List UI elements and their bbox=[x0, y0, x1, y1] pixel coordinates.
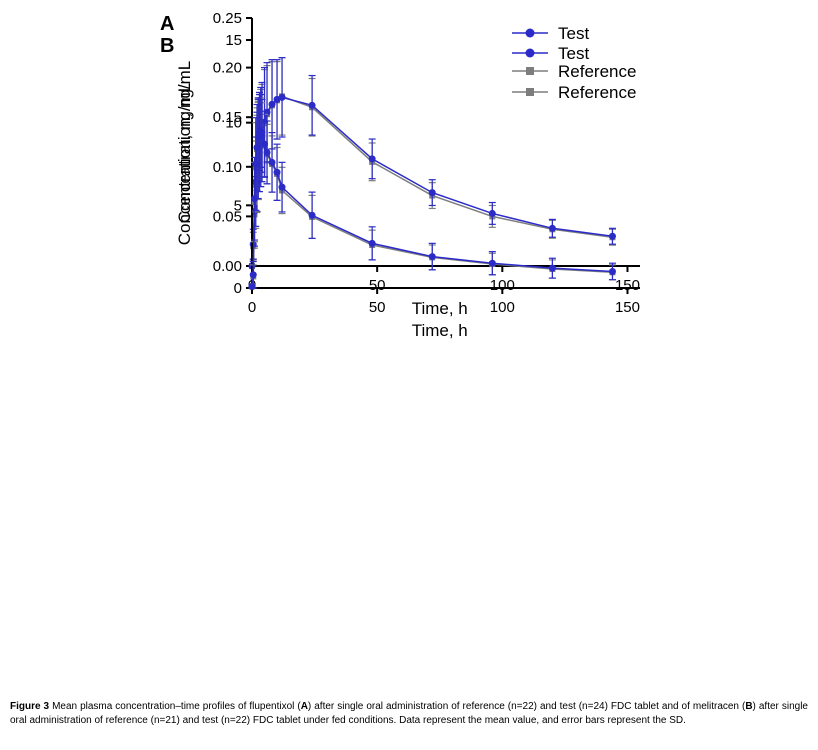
caption-bold-segment: Figure 3 bbox=[10, 701, 50, 712]
legend-item-test: Test bbox=[512, 24, 589, 43]
data-point-circle bbox=[308, 101, 316, 109]
x-tick-label: 150 bbox=[615, 277, 640, 294]
chart-panel-b: B 0 50 100 150 0 5 10 15 Time, h Concentration, ng… bbox=[160, 32, 640, 340]
legend-label: Reference bbox=[558, 62, 636, 81]
data-point-circle bbox=[278, 183, 286, 191]
y-tick-label: 15 bbox=[225, 32, 242, 49]
legend-label: Test bbox=[558, 44, 589, 63]
x-tick-label: 50 bbox=[369, 299, 386, 316]
y-tick-label: 0.05 bbox=[213, 208, 242, 225]
caption-bold-segment: A bbox=[300, 701, 308, 712]
data-point-circle bbox=[248, 282, 256, 290]
x-tick-label: 0 bbox=[248, 299, 256, 316]
legend-item-reference: Reference bbox=[512, 83, 636, 102]
y-axis-title: Concentration, ng/mL bbox=[175, 83, 194, 246]
data-point-circle bbox=[258, 132, 266, 140]
caption-bold-segment: B bbox=[745, 701, 753, 712]
y-tick-label: 0.00 bbox=[213, 258, 242, 275]
data-point-circle bbox=[278, 93, 286, 101]
x-axis-title: Time, h bbox=[412, 321, 468, 340]
data-point-circle bbox=[268, 100, 276, 108]
data-point-circle bbox=[308, 211, 316, 219]
y-axis-title: Concentration, ng/mL bbox=[175, 61, 194, 224]
legend-item-test: Test bbox=[512, 44, 589, 63]
data-point-circle bbox=[608, 232, 616, 240]
caption-text-segment: Mean plasma concentration–time profiles … bbox=[49, 701, 301, 712]
data-point-circle bbox=[268, 158, 276, 166]
data-point-circle bbox=[252, 160, 260, 168]
data-point-circle bbox=[368, 239, 376, 247]
axes bbox=[251, 40, 640, 289]
data-point-circle bbox=[261, 140, 269, 148]
y-tick-label: 0.15 bbox=[213, 109, 242, 126]
caption-text-segment: ) after single oral administration of re… bbox=[307, 701, 746, 712]
x-tick-label: 100 bbox=[490, 299, 515, 316]
data-point-circle bbox=[273, 168, 281, 176]
data-point-circle bbox=[428, 189, 436, 197]
data-point-circle bbox=[548, 264, 556, 272]
data-point-circle bbox=[608, 267, 616, 275]
data-point-circle bbox=[368, 155, 376, 163]
data-point-circle bbox=[251, 195, 259, 203]
x-tick-label: 150 bbox=[615, 299, 640, 316]
y-tick-label: 0.10 bbox=[213, 159, 242, 176]
data-point-circle bbox=[253, 143, 261, 151]
data-point-circle bbox=[263, 148, 271, 156]
series-test bbox=[248, 93, 616, 290]
legend-marker-circle-icon bbox=[525, 48, 535, 58]
data-point-circle bbox=[488, 259, 496, 267]
caption-text-segment: ) after single oral administration of re… bbox=[10, 701, 808, 726]
panel-letter: B bbox=[160, 35, 174, 57]
panel-letter: A bbox=[160, 13, 174, 35]
data-point-circle bbox=[249, 271, 257, 279]
legend-item-reference: Reference bbox=[512, 62, 636, 81]
data-point-circle bbox=[428, 253, 436, 261]
y-tick-label: 0.25 bbox=[213, 10, 242, 27]
y-tick-label: 10 bbox=[225, 115, 242, 132]
x-axis-title: Time, h bbox=[412, 299, 468, 318]
legend-label: Test bbox=[558, 24, 589, 43]
y-tick-label: 0 bbox=[234, 280, 242, 297]
data-point-circle bbox=[548, 224, 556, 232]
legend-label: Reference bbox=[558, 83, 636, 102]
y-tick-label: 5 bbox=[234, 197, 242, 214]
data-point-circle bbox=[488, 209, 496, 217]
x-tick-label: 50 bbox=[369, 277, 386, 294]
x-tick-label: 100 bbox=[490, 277, 515, 294]
legend-marker-square-icon bbox=[526, 67, 534, 75]
legend-marker-circle-icon bbox=[525, 28, 535, 38]
y-tick-label: 0.20 bbox=[213, 60, 242, 77]
figure-caption: Figure 3 Mean plasma concentration–time … bbox=[10, 700, 808, 728]
legend-marker-square-icon bbox=[526, 88, 534, 96]
